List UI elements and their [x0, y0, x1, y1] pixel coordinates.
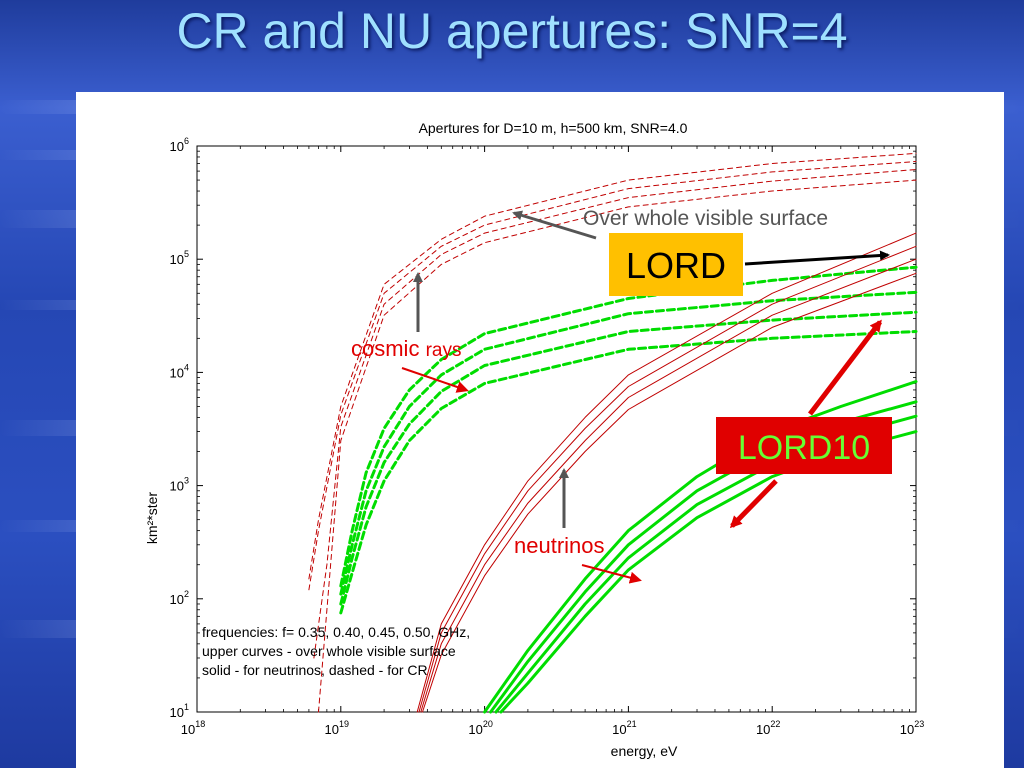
series-line-10 [418, 245, 917, 713]
lord-box [609, 233, 743, 296]
legend-line-3: solid - for neutrinos, dashed - for CR [202, 662, 428, 678]
legend-line-2: upper curves - over whole visible surfac… [202, 643, 456, 659]
x-tick-label: 1022 [756, 719, 780, 737]
aperture-chart: Apertures for D=10 m, h=500 km, SNR=4.0 … [144, 120, 924, 759]
series-line-2 [308, 161, 917, 591]
arrow-lord10-down [729, 479, 778, 529]
annotation-neutrinos: neutrinos [514, 533, 605, 558]
x-tick-label: 1020 [468, 719, 492, 737]
arrow-whole-surface [512, 210, 597, 240]
annotation-cosmic: cosmic rays [351, 336, 461, 361]
y-tick-label: 104 [170, 362, 189, 380]
annotation-lord: LORD [626, 245, 726, 286]
series-line-11 [420, 258, 917, 713]
x-tick-label: 1021 [612, 719, 636, 737]
series-line-4 [318, 179, 917, 713]
x-axis-label: energy, eV [611, 743, 678, 759]
legend-line-1: frequencies: f= 0.35, 0.40, 0.45, 0.50, … [202, 624, 470, 640]
y-tick-label: 105 [170, 249, 189, 267]
x-tick-label: 1019 [325, 719, 349, 737]
series-line-8 [339, 330, 918, 615]
annotation-lord10: LORD10 [738, 429, 870, 467]
y-tick-group: 101 102 103 104 105 106 [170, 136, 916, 720]
series-line-6 [339, 290, 918, 596]
series-line-12 [422, 272, 917, 713]
legend-text: frequencies: f= 0.35, 0.40, 0.45, 0.50, … [202, 624, 470, 678]
y-tick-label: 103 [170, 476, 189, 494]
chart-panel: Apertures for D=10 m, h=500 km, SNR=4.0 … [76, 92, 1004, 768]
y-tick-label: 101 [170, 702, 189, 720]
lord10-box [716, 417, 892, 474]
series-line-9 [416, 232, 917, 713]
y-axis-label: km²*ster [144, 492, 160, 544]
y-tick-label: 102 [170, 589, 189, 607]
annotation-whole-surface: Over whole visible surface [583, 207, 828, 230]
x-tick-label: 1018 [181, 719, 205, 737]
arrow-cosmic-rays [401, 367, 469, 393]
series-line-1 [308, 152, 917, 580]
arrow-neutrinos [581, 564, 642, 584]
series-line-13 [483, 380, 918, 714]
series-line-3 [313, 169, 917, 659]
arrow-lord [744, 250, 890, 266]
arrow-lord10-up [808, 319, 882, 416]
y-tick-label: 106 [170, 136, 189, 154]
series-line-7 [339, 310, 918, 606]
chart-title: Apertures for D=10 m, h=500 km, SNR=4.0 [419, 120, 688, 136]
x-tick-label: 1023 [900, 719, 924, 737]
x-tick-group: 1018 1019 1020 1021 1022 1023 [181, 146, 924, 737]
slide-title: CR and NU apertures: SNR=4 [176, 3, 848, 59]
